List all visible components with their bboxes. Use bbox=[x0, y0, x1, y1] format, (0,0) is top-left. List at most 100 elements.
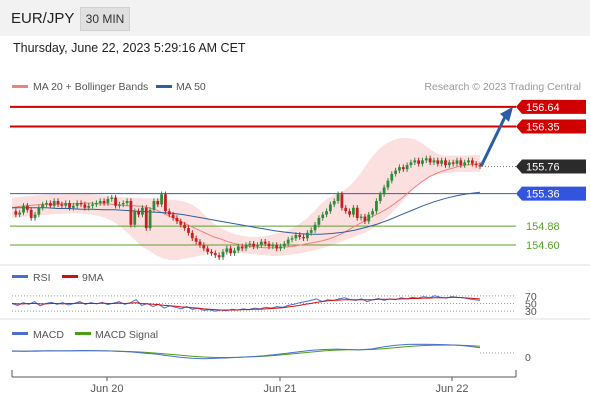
candle-bear bbox=[183, 224, 187, 229]
candle-bear bbox=[470, 160, 474, 164]
candle-bull bbox=[424, 158, 428, 161]
candle-bull bbox=[367, 214, 371, 222]
candle-bull bbox=[332, 201, 336, 205]
candle-bull bbox=[282, 243, 286, 247]
candle-bull bbox=[409, 162, 413, 166]
candle-bull bbox=[18, 212, 22, 215]
candle-bull bbox=[152, 201, 156, 210]
candle-bull bbox=[328, 204, 332, 212]
price-tag-label: 155.36 bbox=[526, 189, 560, 201]
legend-swatch-macd bbox=[12, 332, 28, 335]
candle-bull bbox=[321, 214, 325, 218]
candle-bear bbox=[275, 245, 279, 249]
candle-bear bbox=[206, 248, 210, 252]
candle-bear bbox=[210, 251, 213, 254]
candle-bull bbox=[71, 205, 75, 208]
candle-bear bbox=[25, 205, 29, 210]
candle-bull bbox=[421, 160, 424, 164]
candle-bear bbox=[137, 211, 140, 215]
ma50-line bbox=[12, 191, 481, 235]
candle-bear bbox=[179, 221, 183, 225]
legend-label: RSI bbox=[33, 272, 51, 284]
candle-bear bbox=[459, 160, 463, 166]
symbol-label: EUR/JPY bbox=[11, 10, 75, 27]
candle-bear bbox=[190, 232, 194, 239]
legend-label: 9MA bbox=[82, 272, 104, 284]
rsi-level-label: 50 bbox=[525, 299, 537, 311]
price-level-label: 154.60 bbox=[526, 240, 560, 252]
legend-swatch-rsi-ma bbox=[62, 275, 78, 278]
candle-bull bbox=[309, 230, 313, 233]
forecast-arrow bbox=[479, 114, 508, 168]
candle-bull bbox=[317, 217, 321, 225]
candle-bull bbox=[45, 203, 48, 205]
rsi-level-label: 70 bbox=[525, 291, 537, 303]
candle-bull bbox=[447, 162, 451, 166]
candle-bull bbox=[33, 214, 37, 218]
candle-bear bbox=[213, 253, 217, 256]
price-tag bbox=[516, 99, 586, 114]
candle-bull bbox=[286, 239, 290, 244]
candle-bear bbox=[348, 211, 351, 215]
legend-swatch-macd-signal bbox=[75, 332, 91, 335]
candle-bull bbox=[279, 246, 282, 249]
candle-bull bbox=[378, 194, 382, 202]
candle-bear bbox=[267, 243, 271, 247]
candle-bull bbox=[256, 245, 259, 247]
candle-bull bbox=[118, 204, 121, 206]
legend-label: MA 50 bbox=[176, 81, 206, 93]
legend-label: MACD bbox=[33, 329, 64, 341]
candle-bear bbox=[252, 243, 256, 247]
candle-bull bbox=[98, 201, 102, 204]
candle-bear bbox=[436, 160, 440, 164]
candle-bull bbox=[91, 204, 94, 206]
candle-bull bbox=[22, 205, 25, 213]
candle-bear bbox=[340, 194, 344, 208]
legend-label: MACD Signal bbox=[95, 329, 158, 341]
candle-bear bbox=[83, 204, 87, 208]
candle-bear bbox=[401, 167, 405, 170]
candle-bear bbox=[428, 158, 432, 163]
candle-bear bbox=[344, 207, 348, 212]
candle-bear bbox=[102, 201, 106, 204]
candle-bull bbox=[106, 198, 110, 204]
price-tag-label: 156.35 bbox=[526, 121, 560, 133]
candle-bull bbox=[467, 160, 470, 163]
candle-bull bbox=[294, 234, 298, 239]
candle-bull bbox=[455, 160, 459, 164]
candle-bull bbox=[371, 211, 374, 215]
candle-bull bbox=[440, 160, 444, 164]
legend-label: MA 20 + Bollinger Bands bbox=[33, 81, 148, 93]
rsi-ma-line bbox=[11, 296, 481, 311]
candle-bear bbox=[171, 214, 175, 218]
candle-bull bbox=[37, 207, 41, 215]
forecast-arrowhead bbox=[500, 106, 513, 122]
candle-bear bbox=[29, 209, 33, 218]
legend-swatch-ma50 bbox=[156, 85, 172, 88]
rsi-level-label: 30 bbox=[525, 306, 537, 318]
macd-level-label: 0 bbox=[525, 352, 531, 364]
price-level-label: 154.88 bbox=[526, 221, 560, 233]
candle-bull bbox=[110, 197, 114, 199]
candle-bear bbox=[198, 241, 202, 246]
candle-bull bbox=[382, 187, 386, 195]
candle-bear bbox=[355, 207, 359, 218]
candle-bull bbox=[394, 170, 398, 174]
candle-bear bbox=[144, 207, 148, 229]
candle-bull bbox=[75, 203, 79, 206]
candle-bull bbox=[271, 245, 275, 247]
candle-bear bbox=[114, 197, 117, 206]
timeframe-badge[interactable]: 30 MIN bbox=[80, 7, 130, 31]
candle-bear bbox=[48, 203, 52, 206]
candle-bear bbox=[56, 201, 60, 205]
candle-bull bbox=[133, 211, 137, 225]
candle-bull bbox=[248, 243, 252, 246]
candle-bear bbox=[14, 211, 18, 215]
candle-bear bbox=[187, 228, 190, 233]
candle-bull bbox=[244, 245, 248, 249]
candle-bear bbox=[363, 216, 367, 222]
macd-signal-line bbox=[12, 344, 481, 358]
price-tag-label: 156.64 bbox=[526, 102, 560, 114]
bollinger-band bbox=[12, 138, 480, 260]
candle-bull bbox=[413, 160, 417, 163]
